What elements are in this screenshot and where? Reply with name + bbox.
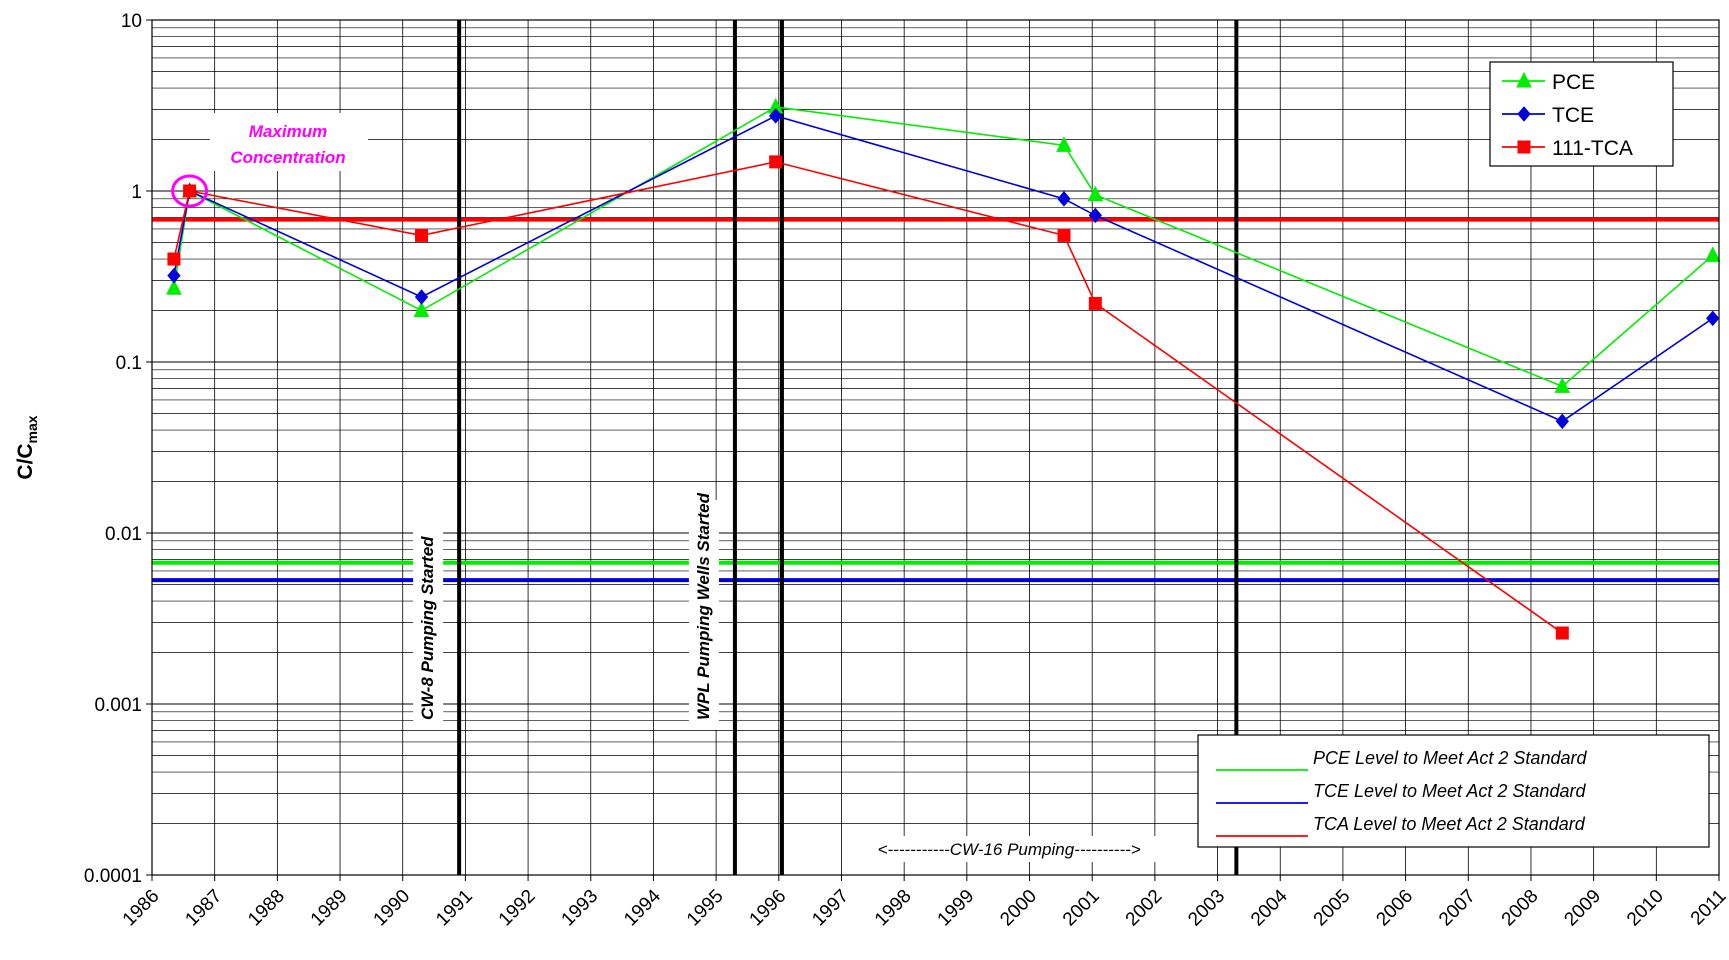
legend-marker-tce	[1517, 106, 1531, 122]
x-tick-label: 2008	[1498, 886, 1543, 931]
x-tick-label: 1989	[307, 886, 352, 931]
data-point-111-tca	[183, 184, 197, 198]
x-tick-label: 2000	[996, 886, 1041, 931]
y-tick-label: 1	[131, 182, 142, 203]
legend-label: 111-TCA	[1552, 137, 1633, 160]
y-axis-title-main: C/C	[14, 443, 37, 479]
legend: PCE TCE 111-TCA	[1489, 61, 1674, 167]
event-label: WPL Pumping Wells Started	[694, 492, 713, 720]
data-point-tce	[1057, 191, 1071, 207]
legend-label: TCE	[1552, 104, 1594, 127]
max-label-line1: Maximum	[249, 122, 327, 141]
data-point-111-tca	[769, 155, 783, 169]
reference-legend-box	[1197, 734, 1710, 848]
x-tick-label: 2011	[1687, 886, 1729, 930]
data-point-tce	[167, 267, 181, 284]
y-axis-title: C/Cmax	[14, 415, 40, 479]
y-tick-label: 0.01	[105, 524, 142, 545]
reference-legend-label: TCA Level to Meet Act 2 Standard	[1313, 814, 1586, 834]
x-tick-label: 1996	[746, 886, 791, 931]
plot-frame	[151, 19, 1720, 876]
x-tick-label: 2007	[1435, 886, 1480, 931]
event-label-background	[413, 500, 444, 730]
data-point-tce	[1555, 413, 1569, 430]
x-tick-label: 2009	[1560, 886, 1605, 931]
y-tick-label: 10	[121, 11, 142, 32]
y-tick-label: 0.001	[94, 695, 142, 716]
x-tick-label: 2003	[1184, 886, 1229, 931]
y-tick-label: 0.0001	[84, 866, 142, 887]
x-tick-label: 1990	[370, 886, 415, 931]
data-point-pce	[1087, 185, 1104, 202]
max-label-background	[210, 113, 368, 171]
event-lines: CW-8 Pumping Started WPL Pumping Wells St…	[413, 20, 1239, 875]
x-tick-label: 2002	[1122, 886, 1167, 931]
data-point-tce	[769, 108, 783, 124]
x-tick-label: 2005	[1310, 886, 1355, 931]
data-point-111-tca	[415, 228, 429, 242]
data-point-111-tca	[1088, 296, 1102, 310]
period-label: <-----------CW-16 Pumping---------->	[878, 840, 1141, 859]
reference-legend: PCE Level to Meet Act 2 Standard TCE Leve…	[1197, 734, 1710, 848]
x-tick-label: 1987	[181, 886, 226, 931]
x-tick-label: 1997	[808, 886, 853, 931]
max-label-line2: Concentration	[230, 148, 345, 167]
legend-marker-pce	[1516, 71, 1532, 88]
data-point-pce	[166, 279, 182, 295]
data-point-pce	[1554, 377, 1571, 393]
x-tick-label: 1999	[934, 886, 979, 931]
y-axis-title-sub: max	[24, 415, 40, 443]
x-tick-label: 1993	[558, 886, 603, 931]
x-tick-label: 1992	[495, 886, 540, 931]
legend-marker-111-tca	[1517, 140, 1531, 154]
series-line-tce	[173, 115, 1714, 423]
event-label-background	[688, 500, 719, 730]
series-line-pce	[173, 106, 1714, 388]
x-tick-label: 2010	[1623, 886, 1668, 931]
data-point-pce	[1704, 246, 1721, 262]
data-point-111-tca	[1057, 228, 1071, 242]
x-tick-label: 1988	[244, 886, 289, 931]
data-point-tce	[1706, 310, 1720, 327]
annotations: Maximum Concentration <-----------CW-16 Pu…	[171, 113, 1165, 862]
legend-label: PCE	[1552, 71, 1595, 94]
data-point-tce	[414, 289, 429, 305]
event-label: CW-8 Pumping Started	[418, 536, 437, 720]
y-tick-label: 0.1	[116, 353, 142, 374]
reference-legend-label: PCE Level to Meet Act 2 Standard	[1313, 748, 1587, 768]
grid	[151, 19, 1720, 876]
reference-legend-label: TCE Level to Meet Act 2 Standard	[1313, 781, 1586, 801]
data-point-tce	[1088, 207, 1102, 224]
data-markers	[166, 97, 1721, 640]
data-point-111-tca	[1555, 626, 1569, 640]
x-tick-label: 2004	[1247, 885, 1292, 930]
x-tick-label: 2006	[1372, 886, 1417, 931]
period-label-background	[854, 836, 1165, 862]
x-tick-label: 2001	[1059, 886, 1104, 931]
x-tick-label: 1991	[432, 886, 477, 931]
x-tick-label: 1995	[683, 886, 728, 931]
data-point-111-tca	[167, 252, 181, 266]
data-point-pce	[1056, 136, 1072, 152]
max-concentration-circle	[171, 174, 209, 208]
data-point-pce	[413, 301, 430, 318]
x-tick-label: 1998	[871, 886, 916, 931]
x-tick-label: 1986	[119, 886, 164, 931]
x-tick-label: 1994	[620, 885, 665, 930]
